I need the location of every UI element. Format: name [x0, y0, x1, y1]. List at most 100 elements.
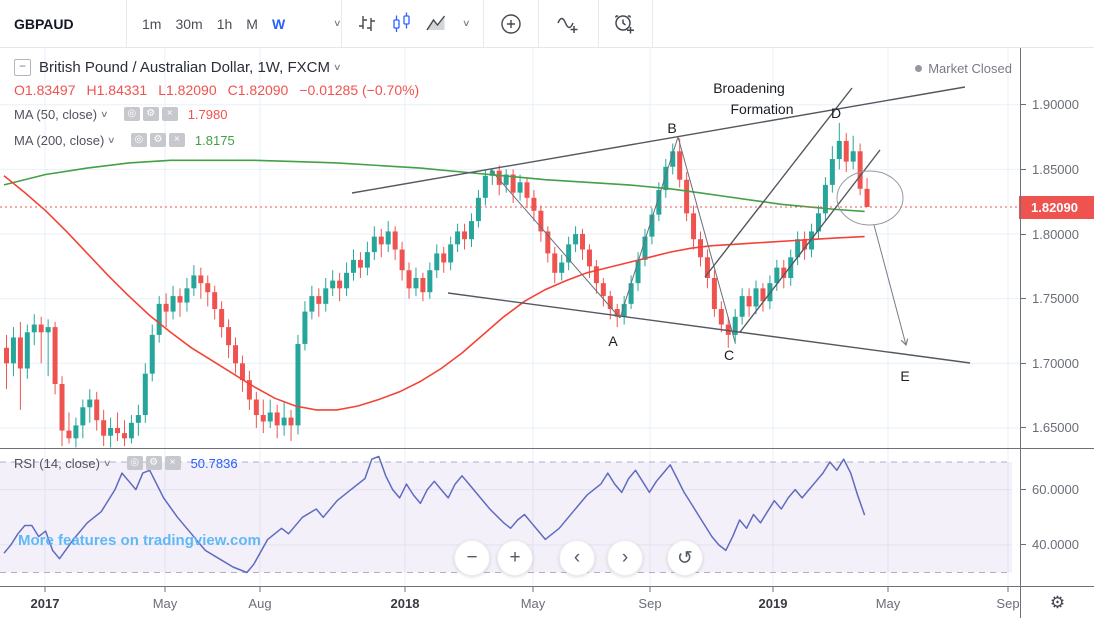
- toolbar-divider: [126, 0, 127, 47]
- pattern-point-label[interactable]: B: [667, 120, 676, 136]
- toolbar-divider: [597, 0, 599, 47]
- interval-button-group: 1m 30m 1h M W: [127, 0, 330, 47]
- ma200-legend-row: MA (200, close) ∨ ◎ ⚙ × 1.8175: [14, 127, 419, 153]
- time-axis-label: Sep: [638, 596, 662, 611]
- trendline[interactable]: [739, 149, 881, 333]
- price-axis-label: 1.80000: [1021, 225, 1094, 243]
- ma200-settings-button[interactable]: ⚙: [149, 133, 166, 147]
- ma200-label[interactable]: MA (200, close): [14, 132, 105, 148]
- rsi-chevron-icon[interactable]: ∨: [102, 457, 112, 468]
- time-axis-separator: [0, 586, 1094, 587]
- pattern-title-text[interactable]: Broadening: [713, 80, 785, 96]
- trendline[interactable]: [677, 136, 736, 343]
- price-axis-label: 1.65000: [1021, 419, 1094, 437]
- time-axis-label: May: [875, 596, 901, 611]
- low-value: L1.82090: [158, 82, 217, 98]
- ma200-value: 1.8175: [194, 132, 235, 148]
- candle-style-icon[interactable]: [389, 11, 414, 36]
- rsi-axis-label: 60.0000: [1021, 481, 1094, 499]
- zoom-out-button[interactable]: −: [454, 540, 490, 576]
- time-axis-label: May: [152, 596, 178, 611]
- grid-lines: [0, 47, 1020, 586]
- ohlc-readout: O1.83497 H1.84331 L1.82090 C1.82090 −0.0…: [14, 79, 419, 101]
- toolbar-divider: [651, 0, 653, 47]
- ma200-visibility-toggle-button[interactable]: ◎: [130, 133, 147, 147]
- pattern-point-label[interactable]: C: [724, 347, 734, 363]
- chart-legend: − British Pound / Australian Dollar, 1W,…: [14, 55, 419, 153]
- symbol-label: GBPAUD: [14, 15, 74, 32]
- ma50-line: [3, 175, 865, 411]
- price-axis[interactable]: 1.90000 1.85000 1.80000 1.75000 1.70000 1.650…: [1019, 47, 1094, 586]
- reset-chart-button[interactable]: ↺: [667, 540, 703, 576]
- change-value: −0.01285 (−0.70%): [299, 82, 420, 98]
- time-axis-label: May: [520, 596, 546, 611]
- ma50-remove-button[interactable]: ×: [161, 107, 178, 121]
- toolbar-divider: [537, 0, 539, 47]
- legend-collapse-button[interactable]: −: [14, 58, 31, 76]
- ma50-legend-row: MA (50, close) ∨ ◎ ⚙ × 1.7980: [14, 101, 419, 127]
- area-style-icon[interactable]: [424, 11, 449, 36]
- toolbar-divider: [482, 0, 484, 47]
- trendline[interactable]: [351, 86, 966, 194]
- compare-button[interactable]: [484, 0, 538, 47]
- ma50-settings-button[interactable]: ⚙: [142, 107, 159, 121]
- interval-button-M[interactable]: M: [246, 15, 258, 32]
- rsi-legend: RSI (14, close) ∨ ◎ ⚙ × 50.7836: [14, 450, 238, 476]
- time-axis[interactable]: 2017 May Aug 2018 May Sep 2019 May Sep: [0, 596, 1020, 618]
- open-value: O1.83497: [14, 82, 76, 98]
- market-status-dot-icon: [915, 65, 923, 72]
- interval-button-1m[interactable]: 1m: [142, 15, 162, 32]
- time-axis-label: 2018: [390, 596, 420, 611]
- rsi-remove-button[interactable]: ×: [164, 456, 181, 470]
- indicators-button[interactable]: [539, 0, 598, 47]
- interval-button-1h[interactable]: 1h: [216, 15, 233, 32]
- trend-drawings: A B C D E Broadening Formation: [351, 80, 971, 384]
- interval-menu-chevron-icon[interactable]: ∨: [333, 18, 342, 28]
- symbol-title[interactable]: British Pound / Australian Dollar, 1W, F…: [39, 58, 330, 76]
- scroll-right-button[interactable]: ›: [607, 540, 643, 576]
- chart-style-chevron-icon[interactable]: ∨: [462, 18, 471, 28]
- zoom-in-button[interactable]: +: [497, 540, 533, 576]
- rsi-legend-row: RSI (14, close) ∨ ◎ ⚙ × 50.7836: [14, 450, 238, 476]
- pattern-point-label[interactable]: E: [900, 368, 909, 384]
- time-axis-label: Aug: [248, 596, 272, 611]
- add-alert-button[interactable]: [599, 0, 652, 47]
- chart-properties-gear-icon[interactable]: ⚙: [1049, 592, 1066, 612]
- bar-style-icon[interactable]: [354, 11, 379, 36]
- market-status-text: Market Closed: [928, 61, 1012, 76]
- trendline[interactable]: [619, 136, 679, 319]
- rsi-settings-button[interactable]: ⚙: [145, 456, 162, 470]
- highlight-ellipse[interactable]: [836, 170, 904, 226]
- close-value: C1.82090: [227, 82, 289, 98]
- interval-button-W[interactable]: W: [271, 15, 286, 32]
- scroll-left-button[interactable]: ‹: [559, 540, 595, 576]
- price-axis-label: 1.90000: [1021, 96, 1094, 114]
- pattern-title-text[interactable]: Formation: [730, 101, 793, 117]
- ma50-label[interactable]: MA (50, close): [14, 106, 98, 122]
- rsi-label[interactable]: RSI (14, close): [14, 455, 100, 471]
- pane-separator[interactable]: [0, 448, 1094, 449]
- high-value: H1.84331: [86, 82, 148, 98]
- trendline[interactable]: [447, 292, 971, 364]
- symbol-title-chevron-icon[interactable]: ∨: [332, 61, 342, 72]
- time-axis-label: Sep: [996, 596, 1020, 611]
- tradingview-watermark[interactable]: More features on tradingview.com: [18, 532, 261, 549]
- rsi-line: [3, 455, 866, 574]
- interval-button-30m[interactable]: 30m: [175, 15, 203, 32]
- chart-pane[interactable]: A B C D E Broadening Formation − British Pound…: [0, 47, 1020, 618]
- alert-icon: [614, 14, 635, 33]
- ma50-chevron-icon[interactable]: ∨: [100, 108, 109, 119]
- ma200-remove-button[interactable]: ×: [168, 133, 185, 147]
- ma200-chevron-icon[interactable]: ∨: [107, 134, 116, 145]
- price-axis-label: 1.75000: [1021, 290, 1094, 308]
- projection-arrow[interactable]: [873, 224, 906, 345]
- ma50-visibility-toggle-button[interactable]: ◎: [123, 107, 140, 121]
- pattern-point-label[interactable]: A: [608, 333, 618, 349]
- indicators-icon: [557, 17, 578, 33]
- rsi-visibility-toggle-button[interactable]: ◎: [126, 456, 143, 470]
- trendline[interactable]: [704, 87, 853, 278]
- symbol-button[interactable]: GBPAUD: [0, 0, 126, 47]
- pattern-point-label[interactable]: D: [831, 105, 841, 121]
- trendline[interactable]: [489, 168, 621, 319]
- top-toolbar: GBPAUD 1m 30m 1h M W ∨ ∨: [0, 0, 1094, 48]
